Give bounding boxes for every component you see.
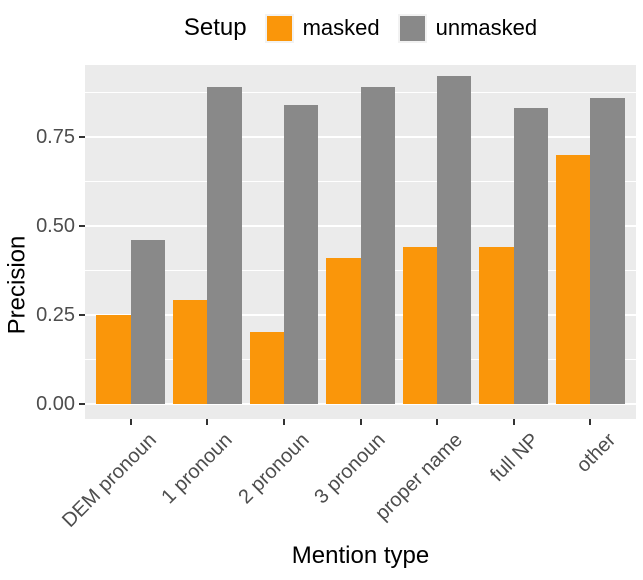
x-axis-tick bbox=[282, 419, 285, 425]
bar-masked-full-NP bbox=[479, 247, 514, 404]
y-axis-tick-label: 0.50 bbox=[36, 214, 75, 237]
bar-masked-1-pronoun bbox=[173, 300, 208, 404]
y-axis-tick-label: 0.25 bbox=[36, 303, 75, 326]
x-axis-tick bbox=[359, 419, 362, 425]
bar-unmasked-3-pronoun bbox=[360, 86, 395, 404]
x-axis-tick bbox=[589, 419, 592, 425]
legend-label-masked: masked bbox=[302, 15, 380, 40]
y-axis-title: Precision bbox=[2, 65, 32, 505]
bar-masked-DEM-pronoun bbox=[96, 314, 131, 404]
y-axis-tick bbox=[79, 402, 85, 405]
bar-unmasked-full-NP bbox=[513, 108, 548, 404]
x-axis-tick bbox=[206, 419, 209, 425]
gridline-major bbox=[85, 402, 636, 405]
bar-unmasked-1-pronoun bbox=[207, 86, 242, 404]
x-axis-tick bbox=[436, 419, 439, 425]
legend-label-unmasked: unmasked bbox=[435, 15, 538, 40]
bar-masked-2-pronoun bbox=[249, 332, 284, 404]
legend-key-unmasked-swatch bbox=[397, 13, 427, 43]
x-axis-tick-label: other bbox=[571, 429, 620, 477]
y-axis-tick-label: 0.00 bbox=[36, 392, 75, 415]
x-axis-tick-label: full NP bbox=[485, 429, 544, 487]
plot-panel bbox=[85, 65, 636, 419]
bar-unmasked-proper-name bbox=[437, 76, 472, 404]
y-axis-tick bbox=[79, 135, 85, 138]
x-axis-tick-label: 2 pronoun bbox=[234, 429, 314, 509]
legend-item-unmasked: unmasked bbox=[397, 13, 538, 43]
legend-item-masked: masked bbox=[264, 13, 380, 43]
x-axis-tick-label: 1 pronoun bbox=[157, 429, 238, 509]
x-axis-tick bbox=[512, 419, 515, 425]
bar-masked-other bbox=[555, 154, 591, 404]
bar-unmasked-other bbox=[590, 97, 625, 404]
x-axis-tick-label: DEM pronoun bbox=[57, 429, 161, 532]
legend: Setup masked unmasked bbox=[85, 6, 636, 50]
bar-masked-proper-name bbox=[402, 247, 438, 404]
x-axis-tick bbox=[129, 419, 132, 425]
x-axis-title: Mention type bbox=[291, 542, 430, 569]
x-axis-tick-label: 3 pronoun bbox=[310, 429, 391, 509]
y-axis-tick bbox=[79, 313, 85, 316]
y-axis-tick bbox=[79, 224, 85, 227]
legend-title: Setup bbox=[183, 14, 247, 41]
bar-unmasked-2-pronoun bbox=[283, 104, 319, 404]
legend-key-masked-swatch bbox=[264, 13, 294, 43]
y-axis-title-text: Precision bbox=[3, 235, 30, 335]
bar-masked-3-pronoun bbox=[326, 257, 361, 404]
bar-unmasked-DEM-pronoun bbox=[130, 239, 166, 404]
y-axis-tick-label: 0.75 bbox=[36, 125, 75, 148]
